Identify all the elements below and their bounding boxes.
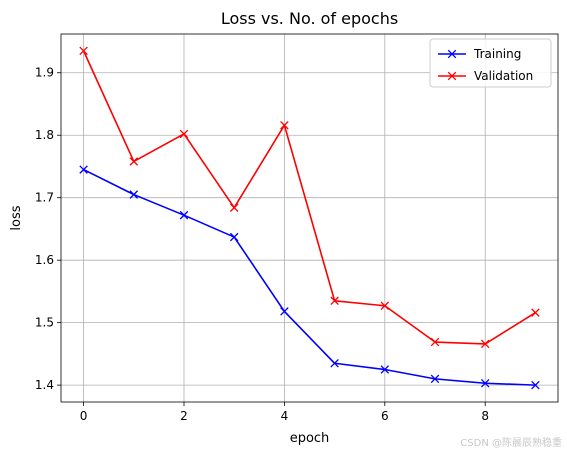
- data-point-training: [531, 380, 540, 390]
- legend: Training Validation: [429, 38, 552, 88]
- x-tick-label: 6: [381, 409, 389, 423]
- data-point-training: [480, 378, 490, 388]
- y-axis-label: loss: [9, 205, 24, 230]
- data-point-training: [179, 210, 189, 220]
- series-validation: [79, 46, 540, 349]
- series-line-training: [83, 168, 536, 386]
- plot-frame: [60, 33, 559, 403]
- legend-entry-training: Training: [438, 47, 521, 61]
- y-tick-label: 1.8: [35, 128, 54, 142]
- x-tick-label: 8: [481, 409, 489, 423]
- data-point-validation: [79, 46, 88, 56]
- data-point-validation: [531, 308, 540, 317]
- legend-label-validation: Validation: [474, 69, 533, 83]
- legend-marker-training: [447, 49, 457, 59]
- legend-box: [429, 38, 552, 88]
- data-point-training: [229, 232, 239, 242]
- chart-title: Loss vs. No. of epochs: [221, 9, 398, 28]
- data-point-validation: [380, 301, 390, 311]
- data-point-validation: [280, 120, 289, 130]
- data-point-training: [129, 190, 139, 199]
- data-point-validation: [430, 337, 440, 347]
- legend-marker-validation: [447, 71, 457, 81]
- y-tick-label: 1.6: [35, 253, 54, 267]
- data-point-training: [380, 365, 390, 374]
- data-point-validation: [179, 129, 189, 139]
- series-line-validation: [82, 50, 536, 345]
- y-tick-label: 1.7: [35, 191, 54, 205]
- data-point-training: [79, 165, 88, 174]
- data-point-validation: [480, 339, 490, 349]
- x-axis-label: epoch: [290, 431, 330, 446]
- legend-entry-validation: Validation: [438, 69, 533, 83]
- x-tick-label: 2: [180, 409, 188, 423]
- x-tick-label: 0: [80, 409, 88, 423]
- data-point-training: [280, 307, 289, 316]
- series-training: [79, 165, 540, 390]
- series-layer: [79, 46, 540, 390]
- data-point-validation: [129, 157, 139, 166]
- data-point-validation: [229, 203, 239, 212]
- legend-label-training: Training: [473, 47, 521, 61]
- data-point-training: [330, 359, 339, 368]
- watermark: CSDN @陈晨辰熟稳重: [460, 436, 562, 449]
- y-tick-label: 1.5: [35, 316, 54, 330]
- axis-ticks: 0 2 4 6 8 1.4 1.5 1.6 1.7 1.8 1.9: [35, 66, 489, 423]
- y-tick-label: 1.9: [35, 66, 54, 80]
- data-point-validation: [330, 296, 339, 306]
- x-tick-label: 4: [281, 409, 289, 423]
- y-tick-label: 1.4: [35, 378, 54, 392]
- data-point-training: [430, 374, 440, 384]
